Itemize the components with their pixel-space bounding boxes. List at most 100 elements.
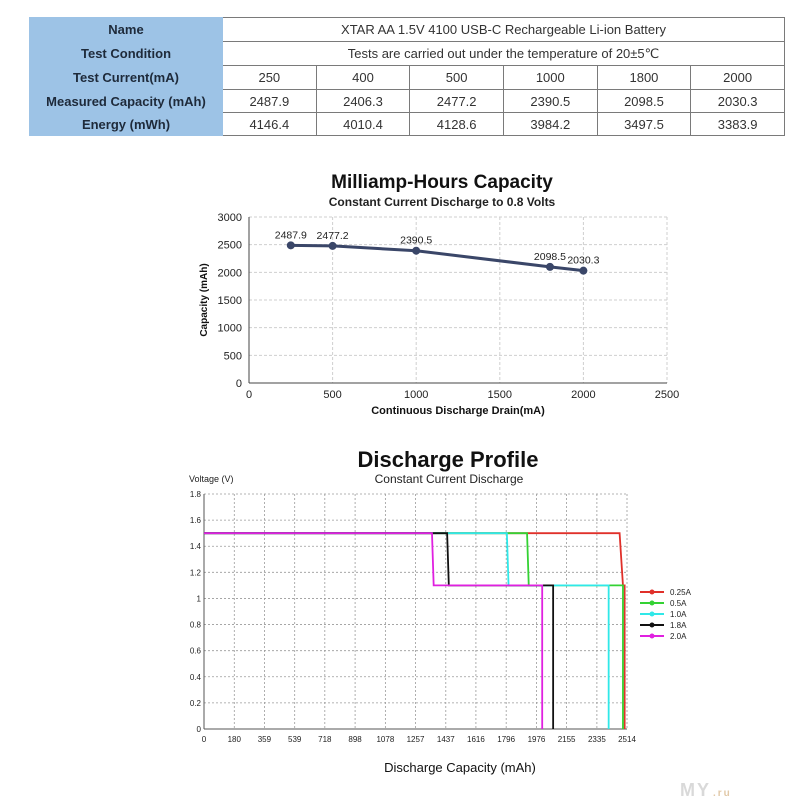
legend-swatch-marker [649, 600, 655, 606]
legend-swatch-marker [649, 622, 655, 628]
legend-swatch-marker [649, 611, 655, 617]
x-tick-label: 2514 [618, 735, 636, 744]
x-tick-label: 718 [318, 735, 332, 744]
watermark-logo: MY .ru [680, 780, 732, 801]
data-label: 2477.2 [317, 230, 349, 242]
discharge-chart: Voltage (V) 0 0.2 0.4 0.6 0.8 1 1.2 1.4 1.6 1.8 0 18… [189, 474, 692, 775]
current-row: Test Current(mA) 250 400 500 1000 1800 2… [29, 65, 785, 90]
y-tick-label: 0.4 [190, 673, 202, 682]
series-line-1.8A [204, 532, 555, 729]
energy-cell: 3984.2 [502, 112, 598, 136]
capacity-cell: 2098.5 [596, 89, 692, 113]
data-point [286, 241, 295, 250]
x-tick-label: 1976 [528, 735, 546, 744]
x-tick-label: 0 [246, 389, 252, 401]
current-cell: 2000 [690, 65, 785, 90]
legend-label: 1.0A [670, 610, 687, 619]
name-row: Name XTAR AA 1.5V 4100 USB-C Rechargeabl… [29, 17, 785, 42]
energy-cell: 4146.4 [222, 112, 317, 136]
x-tick-label: 2155 [558, 735, 576, 744]
x-tick-label: 500 [323, 389, 341, 401]
spec-table: Name XTAR AA 1.5V 4100 USB-C Rechargeabl… [29, 17, 785, 136]
capacity-cell: 2487.9 [222, 89, 317, 113]
current-label: Test Current(mA) [29, 65, 223, 90]
discharge-chart-title: Discharge Profile [357, 447, 539, 472]
capacity-chart: 0 500 1000 1500 2000 2500 3000 0 500 1000 1500 2000… [199, 212, 679, 417]
name-label: Name [29, 17, 223, 42]
capacity-cell: 2477.2 [409, 89, 504, 113]
x-tick-label: 2000 [571, 389, 595, 401]
condition-row: Test Condition Tests are carried out und… [29, 41, 785, 66]
y-tick-label: 1.4 [190, 542, 202, 551]
x-tick-label: 1616 [467, 735, 485, 744]
y-tick-label: 1000 [218, 323, 242, 335]
x-tick-label: 0 [202, 735, 207, 744]
x-axis-title: Discharge Capacity (mAh) [384, 760, 536, 775]
legend-swatch-marker [649, 633, 655, 639]
watermark-text: MY [680, 780, 711, 800]
energy-cell: 4010.4 [315, 112, 411, 136]
x-tick-label: 898 [348, 735, 362, 744]
x-tick-label: 1257 [407, 735, 425, 744]
y-tick-label: 2000 [218, 267, 242, 279]
x-tick-label: 2335 [588, 735, 606, 744]
x-tick-label: 359 [258, 735, 272, 744]
legend-label: 0.25A [670, 588, 692, 597]
current-cell: 400 [315, 65, 411, 90]
capacity-cell: 2030.3 [690, 89, 785, 113]
energy-cell: 4128.6 [409, 112, 504, 136]
capacity-cell: 2390.5 [502, 89, 598, 113]
capacity-chart-title: Milliamp-Hours Capacity [331, 172, 553, 193]
y-tick-label: 0.6 [190, 647, 202, 656]
data-point [412, 246, 421, 255]
current-cell: 500 [409, 65, 504, 90]
legend-label: 2.0A [670, 632, 687, 641]
x-tick-label: 539 [288, 735, 302, 744]
series-line-2.0A [204, 532, 544, 729]
capacity-row: Measured Capacity (mAh) 2487.9 2406.3 24… [29, 89, 785, 113]
energy-row: Energy (mWh) 4146.4 4010.4 4128.6 3984.2… [29, 112, 785, 136]
x-tick-label: 1000 [404, 389, 428, 401]
y-tick-label: 1.6 [190, 516, 202, 525]
current-cell: 1800 [596, 65, 692, 90]
y-axis-title: Capacity (mAh) [199, 263, 210, 336]
energy-cell: 3497.5 [596, 112, 692, 136]
series-line-0.25A [204, 532, 626, 729]
series-line-0.5A [204, 532, 624, 729]
x-tick-label: 1500 [488, 389, 512, 401]
data-label: 2487.9 [275, 229, 307, 241]
x-tick-label: 180 [228, 735, 242, 744]
name-value: XTAR AA 1.5V 4100 USB-C Rechargeable Li-… [222, 17, 785, 42]
energy-label: Energy (mWh) [29, 112, 223, 136]
capacity-label: Measured Capacity (mAh) [29, 89, 223, 113]
x-tick-label: 1078 [376, 735, 394, 744]
discharge-chart-subtitle: Constant Current Discharge [374, 472, 524, 486]
y-tick-label: 2500 [218, 240, 242, 252]
x-tick-label: 1437 [437, 735, 455, 744]
data-label: 2098.5 [534, 251, 566, 263]
capacity-chart-subtitle: Constant Current Discharge to 0.8 Volts [328, 195, 556, 209]
current-cell: 1000 [502, 65, 598, 90]
x-axis-title: Continuous Discharge Drain(mA) [371, 405, 545, 417]
capacity-cell: 2406.3 [315, 89, 411, 113]
legend-label: 1.8A [670, 621, 687, 630]
data-label: 2390.5 [400, 235, 432, 247]
y-tick-label: 0.8 [190, 621, 202, 630]
y-tick-label: 1500 [218, 295, 242, 307]
x-tick-label: 2500 [655, 389, 679, 401]
y-tick-label: 1.8 [190, 490, 202, 499]
y-tick-label: 0.2 [190, 699, 202, 708]
legend-swatch-marker [649, 589, 655, 595]
data-point [579, 266, 588, 275]
y-tick-label: 1 [197, 594, 202, 603]
y-tick-label: 0 [197, 725, 202, 734]
x-tick-label: 1796 [497, 735, 515, 744]
y-tick-label: 3000 [218, 212, 242, 224]
condition-label: Test Condition [29, 41, 223, 66]
legend-label: 0.5A [670, 599, 687, 608]
data-point [328, 241, 337, 250]
y-axis-title: Voltage (V) [189, 474, 234, 484]
y-tick-label: 0 [236, 378, 242, 390]
energy-cell: 3383.9 [690, 112, 785, 136]
y-tick-label: 500 [224, 350, 242, 362]
